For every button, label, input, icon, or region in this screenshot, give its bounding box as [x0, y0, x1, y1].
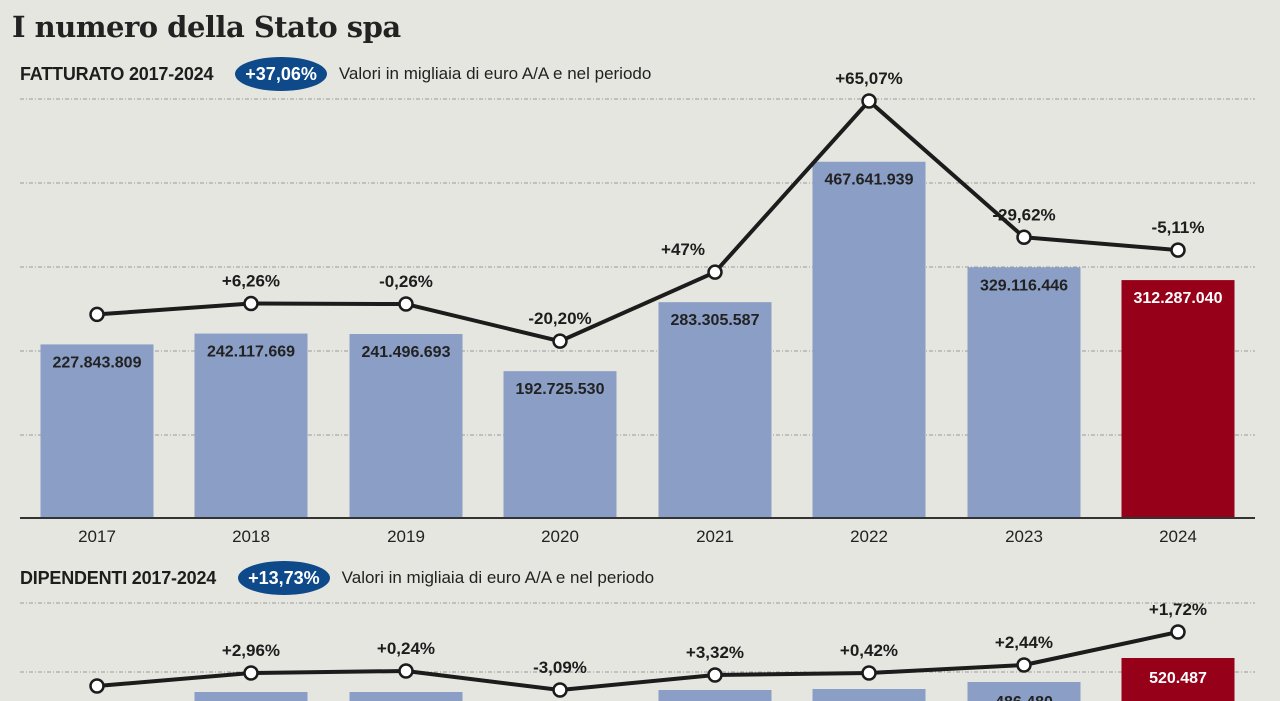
revenue-change-label: +47%	[661, 240, 705, 259]
employees-change-marker	[398, 663, 414, 679]
employees-bar-value-label: 486.480	[995, 694, 1053, 701]
infographic-title: I numero della Stato spa	[12, 10, 401, 44]
revenue-header: FATTURATO 2017-2024 +37,06% Valori in mi…	[20, 57, 652, 91]
revenue-change-label: -0,26%	[379, 272, 433, 291]
revenue-year-tick: 2021	[696, 527, 734, 546]
employees-change-marker	[707, 667, 723, 683]
employees-change-label: +0,42%	[840, 641, 898, 660]
revenue-bar-2020	[503, 371, 617, 518]
employees-bar-2023	[967, 682, 1081, 701]
revenue-change-marker	[1016, 229, 1032, 246]
revenue-bar-2023	[967, 267, 1081, 518]
employees-growth-badge: +13,73%	[238, 561, 330, 595]
employees-change-marker	[1016, 657, 1032, 673]
revenue-chart: 227.843.809 242.117.669 241.496.693 192.725…	[20, 69, 1255, 546]
revenue-change-label: -5,11%	[1152, 218, 1205, 237]
revenue-bar-value-label: 329.116.446	[980, 277, 1068, 294]
employees-change-marker	[243, 665, 259, 681]
employees-bar-2024	[1121, 658, 1235, 701]
employees-change-marker	[861, 665, 877, 681]
revenue-change-label: -20,20%	[528, 309, 591, 328]
employees-bar-2018	[194, 692, 308, 701]
revenue-bar-2018	[194, 333, 308, 518]
employees-chart-title: DIPENDENTI 2017-2024	[20, 567, 217, 588]
employees-change-marker	[89, 678, 105, 694]
employees-header: DIPENDENTI 2017-2024 +13,73% Valori in m…	[20, 561, 655, 595]
employees-chart: 474.898486.480520.487+2,96%+0,24%-3,09%+…	[20, 600, 1255, 701]
revenue-change-marker	[552, 333, 568, 349]
employees-change-label: +3,32%	[686, 643, 744, 662]
employees-bar-2022	[812, 689, 926, 701]
revenue-year-tick: 2018	[232, 527, 270, 546]
employees-bar-2019	[349, 692, 463, 701]
employees-change-label: +2,44%	[995, 633, 1053, 652]
employees-change-label: +0,24%	[377, 639, 435, 658]
revenue-bar-value-label: 242.117.669	[207, 344, 295, 361]
revenue-change-marker	[398, 296, 414, 312]
employees-change-label: +2,96%	[222, 641, 280, 660]
revenue-bar-value-label: 192.725.530	[516, 381, 605, 398]
revenue-bar-2021	[658, 302, 772, 518]
revenue-year-tick: 2019	[387, 527, 425, 546]
revenue-year-tick: 2017	[78, 527, 116, 546]
revenue-bar-value-label: 227.843.809	[53, 354, 142, 371]
employees-change-marker	[552, 682, 568, 698]
revenue-change-label: +6,26%	[222, 272, 280, 291]
revenue-bar-value-label: 283.305.587	[671, 312, 760, 329]
revenue-bar-2022	[812, 161, 926, 518]
revenue-year-tick: 2022	[850, 527, 888, 546]
revenue-year-tick: 2024	[1159, 527, 1197, 546]
revenue-chart-title: FATTURATO 2017-2024	[20, 63, 214, 84]
revenue-change-marker	[861, 93, 877, 109]
revenue-change-marker	[243, 295, 259, 312]
employees-bar-2021	[658, 690, 772, 701]
revenue-bar-2017	[40, 344, 154, 518]
revenue-subtitle: Valori in migliaia di euro A/A e nel per…	[338, 64, 652, 83]
revenue-year-tick: 2020	[541, 527, 579, 546]
revenue-bar-2024	[1121, 280, 1235, 518]
revenue-change-marker	[89, 306, 105, 323]
employees-change-line	[96, 630, 1179, 692]
revenue-change-label: -29,62%	[992, 205, 1055, 224]
revenue-bar-value-label: 241.496.693	[362, 344, 451, 361]
revenue-bar-2019	[349, 334, 463, 518]
employees-bar-value-label: 520.487	[1149, 670, 1207, 687]
revenue-change-marker	[707, 264, 723, 280]
employees-change-label: +1,72%	[1149, 600, 1207, 619]
revenue-change-marker	[1170, 242, 1186, 258]
revenue-bar-value-label: 467.641.939	[825, 172, 914, 189]
revenue-growth-badge: +37,06%	[235, 57, 327, 91]
employees-change-label: -3,09%	[533, 658, 587, 677]
revenue-year-tick: 2023	[1005, 527, 1043, 546]
revenue-change-label: +65,07%	[835, 69, 903, 88]
employees-subtitle: Valori in migliaia di euro A/A e nel per…	[341, 568, 655, 587]
revenue-bar-value-label: 312.287.040	[1134, 290, 1223, 307]
revenue-change-line	[96, 99, 1179, 344]
employees-change-marker	[1170, 624, 1186, 640]
